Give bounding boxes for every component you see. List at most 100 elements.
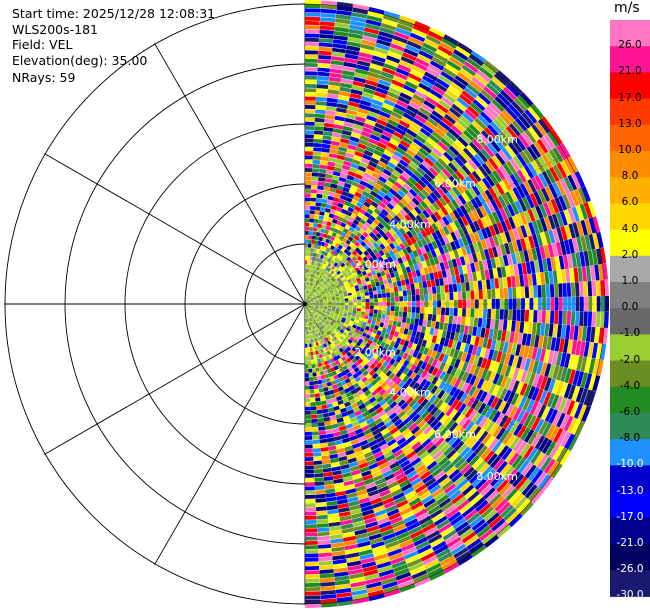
velocity-cell bbox=[341, 257, 346, 263]
velocity-cell bbox=[342, 365, 348, 371]
velocity-cell bbox=[305, 298, 308, 303]
velocity-cell bbox=[396, 23, 413, 33]
velocity-cell bbox=[314, 297, 319, 300]
velocity-cell bbox=[308, 286, 311, 291]
velocity-cell bbox=[602, 263, 608, 280]
velocity-cell bbox=[562, 310, 567, 325]
velocity-cell bbox=[564, 433, 575, 449]
velocity-cell bbox=[420, 246, 427, 255]
velocity-cell bbox=[345, 210, 353, 217]
velocity-cell bbox=[393, 342, 400, 349]
velocity-cell bbox=[447, 276, 453, 285]
velocity-cell bbox=[376, 421, 385, 429]
velocity-cell bbox=[482, 337, 489, 349]
velocity-cell bbox=[316, 80, 329, 85]
velocity-cell bbox=[469, 364, 477, 375]
velocity-cell bbox=[429, 406, 439, 416]
velocity-cell bbox=[399, 274, 405, 281]
velocity-cell bbox=[461, 178, 472, 190]
velocity-cell bbox=[366, 354, 373, 361]
velocity-cell bbox=[406, 105, 419, 114]
velocity-cell bbox=[385, 122, 397, 131]
velocity-cell bbox=[315, 206, 321, 211]
velocity-cell bbox=[424, 372, 432, 381]
velocity-cell bbox=[549, 284, 555, 298]
velocity-cell bbox=[425, 341, 432, 349]
velocity-cell bbox=[400, 279, 406, 286]
velocity-cell bbox=[417, 231, 424, 240]
velocity-cell bbox=[358, 545, 372, 552]
velocity-cell bbox=[434, 160, 445, 171]
colorbar-tick-label: 17.0 bbox=[618, 91, 642, 104]
velocity-cell bbox=[364, 27, 380, 35]
velocity-cell bbox=[310, 206, 316, 211]
velocity-cell bbox=[600, 311, 605, 328]
velocity-cell bbox=[327, 324, 332, 329]
velocity-cell bbox=[378, 301, 383, 306]
velocity-cell bbox=[357, 358, 364, 364]
velocity-cell bbox=[560, 269, 567, 284]
velocity-cell bbox=[468, 123, 481, 136]
velocity-cell bbox=[407, 341, 414, 349]
velocity-cell bbox=[338, 403, 346, 410]
velocity-cell bbox=[310, 298, 314, 301]
velocity-cell bbox=[405, 44, 420, 54]
velocity-cell bbox=[523, 445, 535, 460]
velocity-cell bbox=[306, 277, 308, 282]
velocity-cell bbox=[336, 494, 348, 501]
velocity-cell bbox=[387, 423, 397, 432]
velocity-cell bbox=[307, 313, 310, 318]
colorbar-tick-label: 4.0 bbox=[621, 222, 639, 235]
velocity-cell bbox=[469, 233, 477, 244]
velocity-cell bbox=[309, 260, 312, 265]
velocity-cell bbox=[323, 387, 329, 392]
velocity-cell bbox=[440, 71, 455, 82]
velocity-cell bbox=[427, 566, 444, 577]
velocity-cell bbox=[569, 268, 575, 283]
velocity-cell bbox=[402, 290, 407, 297]
velocity-cell bbox=[451, 323, 457, 333]
velocity-cell bbox=[316, 323, 320, 328]
velocity-cell bbox=[315, 236, 320, 241]
velocity-cell bbox=[567, 384, 576, 400]
velocity-cell bbox=[312, 368, 316, 373]
velocity-cell bbox=[383, 536, 398, 545]
velocity-cell bbox=[534, 435, 546, 450]
velocity-cell bbox=[372, 51, 388, 59]
velocity-cell bbox=[499, 429, 510, 443]
velocity-cell bbox=[394, 311, 399, 317]
velocity-cell bbox=[467, 105, 480, 118]
velocity-cell bbox=[348, 375, 355, 382]
velocity-cell bbox=[333, 228, 339, 234]
velocity-cell bbox=[353, 302, 358, 306]
velocity-cell bbox=[458, 416, 468, 427]
velocity-cell bbox=[319, 211, 325, 216]
velocity-cell bbox=[310, 299, 314, 302]
velocity-cell bbox=[463, 325, 469, 335]
velocity-cell bbox=[542, 297, 546, 311]
velocity-cell bbox=[424, 441, 435, 451]
velocity-cell bbox=[391, 39, 407, 48]
velocity-cell bbox=[336, 185, 344, 191]
velocity-cell bbox=[445, 432, 455, 443]
velocity-cell bbox=[516, 441, 528, 455]
velocity-cell bbox=[362, 35, 377, 43]
velocity-cell bbox=[314, 297, 318, 300]
velocity-cell bbox=[309, 218, 314, 223]
velocity-cell bbox=[344, 484, 356, 491]
velocity-cell bbox=[420, 188, 430, 198]
velocity-cell bbox=[375, 232, 382, 239]
velocity-cell bbox=[351, 357, 358, 364]
velocity-cell bbox=[334, 22, 350, 29]
velocity-cell bbox=[475, 389, 484, 401]
velocity-cell bbox=[542, 422, 552, 437]
velocity-cell bbox=[523, 148, 535, 163]
velocity-cell bbox=[305, 29, 320, 34]
velocity-cell bbox=[366, 75, 380, 83]
velocity-cell bbox=[571, 206, 580, 222]
velocity-cell bbox=[516, 368, 524, 382]
velocity-cell bbox=[387, 480, 399, 489]
velocity-cell bbox=[449, 211, 457, 222]
velocity-cell bbox=[359, 180, 368, 187]
velocity-cell bbox=[354, 241, 361, 247]
